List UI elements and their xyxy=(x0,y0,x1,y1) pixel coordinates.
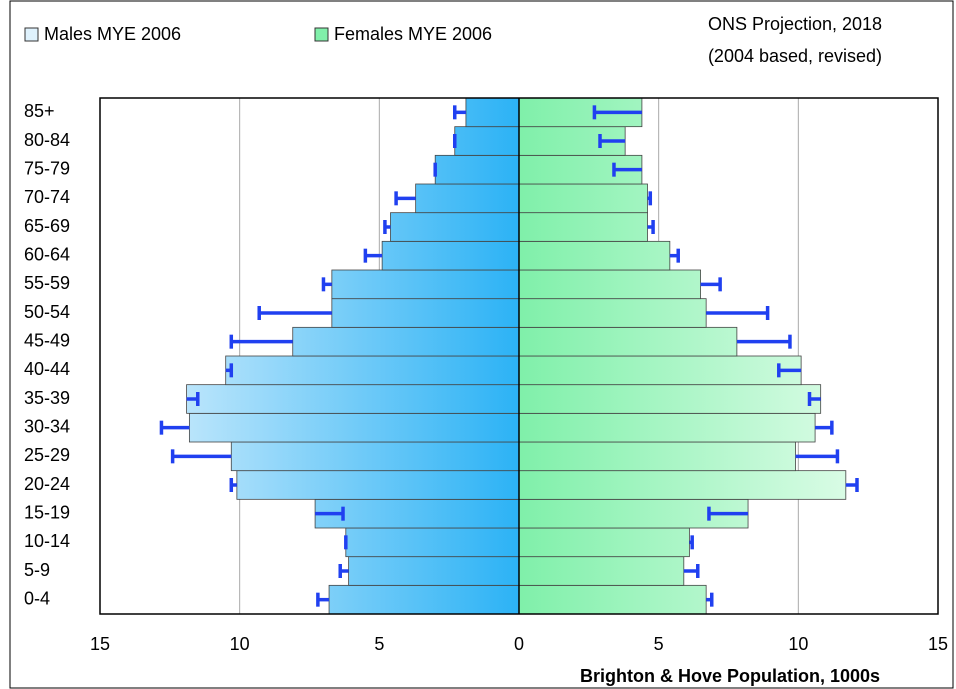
y-tick-label: 10-14 xyxy=(24,531,70,551)
y-tick-label: 15-19 xyxy=(24,502,70,522)
y-tick-label: 70-74 xyxy=(24,187,70,207)
x-tick-label: 5 xyxy=(374,634,384,654)
y-tick-label: 60-64 xyxy=(24,244,70,264)
x-tick-label: 10 xyxy=(230,634,250,654)
bar xyxy=(230,441,520,472)
bar xyxy=(381,240,520,271)
bar xyxy=(331,298,520,328)
y-tick-label: 85+ xyxy=(24,101,55,121)
bar xyxy=(518,384,822,414)
bar xyxy=(188,412,520,443)
x-tick-label: 15 xyxy=(928,634,948,654)
x-tick-label: 15 xyxy=(90,634,110,654)
annotation: (2004 based, revised) xyxy=(708,46,882,66)
bar xyxy=(518,556,685,586)
bar xyxy=(465,97,520,128)
x-axis-label: Brighton & Hove Population, 1000s xyxy=(580,666,880,686)
y-tick-label: 25-29 xyxy=(24,445,70,465)
y-tick-label: 75-79 xyxy=(24,158,70,178)
bar xyxy=(518,470,847,500)
plot-border xyxy=(99,97,939,615)
bar xyxy=(454,126,520,156)
bar xyxy=(348,556,520,586)
bar xyxy=(518,326,738,357)
bar xyxy=(518,412,816,443)
annotation: ONS Projection, 2018 xyxy=(708,14,882,34)
legend-label: Males MYE 2006 xyxy=(44,24,181,44)
bar xyxy=(518,183,648,214)
bar xyxy=(518,355,802,386)
legend-swatch xyxy=(314,27,329,42)
x-tick-label: 10 xyxy=(788,634,808,654)
bar xyxy=(518,269,701,300)
y-tick-label: 0-4 xyxy=(24,588,50,608)
bar xyxy=(518,527,690,558)
y-tick-label: 35-39 xyxy=(24,388,70,408)
bar xyxy=(345,527,520,558)
y-tick-label: 5-9 xyxy=(24,560,50,580)
frame xyxy=(9,0,954,689)
legend-label: Females MYE 2006 xyxy=(334,24,492,44)
bar xyxy=(518,240,671,271)
x-tick-label: 0 xyxy=(514,634,524,654)
bar xyxy=(518,212,648,242)
bar xyxy=(225,355,520,386)
y-tick-label: 40-44 xyxy=(24,359,70,379)
x-tick-label: 5 xyxy=(654,634,664,654)
y-tick-label: 20-24 xyxy=(24,474,70,494)
bar xyxy=(518,441,796,472)
bar xyxy=(331,269,520,300)
bar xyxy=(390,212,520,242)
y-tick-label: 45-49 xyxy=(24,330,70,350)
legend-swatch xyxy=(24,27,39,42)
y-tick-label: 80-84 xyxy=(24,130,70,150)
bar xyxy=(314,498,520,529)
bar xyxy=(518,584,707,615)
bar xyxy=(328,584,520,615)
y-tick-label: 55-59 xyxy=(24,273,70,293)
bar xyxy=(434,154,520,185)
y-tick-label: 65-69 xyxy=(24,216,70,236)
bar xyxy=(186,384,520,414)
bar xyxy=(292,326,520,357)
y-tick-label: 30-34 xyxy=(24,416,70,436)
y-tick-label: 50-54 xyxy=(24,302,70,322)
bar xyxy=(236,470,520,500)
bar xyxy=(415,183,520,214)
bar xyxy=(518,298,707,328)
